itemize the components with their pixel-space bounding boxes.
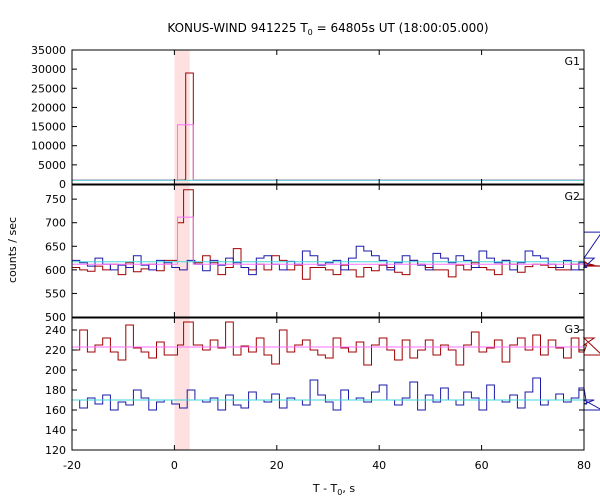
y-tick-label: 600: [45, 264, 66, 277]
panel-g3: 120 140 160 180 200 220 240 G3: [45, 317, 600, 457]
y-tick-label: 220: [45, 344, 66, 357]
y-tick-label: 650: [45, 240, 66, 253]
panel-frame: [71, 49, 585, 185]
chart-title: KONUS-WIND 941225 T0 = 64805s UT (18:00:…: [167, 21, 488, 37]
chart-title-subscript: 0: [308, 28, 313, 37]
y-tick-label: 25000: [31, 82, 66, 95]
y-tick-label: 750: [45, 193, 66, 206]
panel-g2: 500 550 600 650 700 750 G2: [45, 184, 600, 324]
y-tick-label: 0: [59, 178, 66, 191]
x-axis-label-subscript: 0: [337, 488, 342, 497]
y-tick-label: 700: [45, 217, 66, 230]
series-line-dark_red: [72, 321, 600, 366]
x-axis-label-part: T - T: [312, 482, 338, 495]
x-tick-label: 40: [372, 459, 386, 472]
series-line-pink: [72, 216, 584, 265]
chart-title-part: = 64805s UT (18:00:05.000): [313, 21, 489, 35]
burst-interval-highlight: [174, 50, 190, 184]
x-axis-label-part: , s: [342, 482, 355, 495]
y-tick-label: 15000: [31, 121, 66, 134]
series-line-dark_red: [72, 189, 600, 280]
x-tick-label: -20: [63, 459, 81, 472]
y-tick-label: 20000: [31, 101, 66, 114]
series-line-blue: [72, 231, 600, 276]
panel-frame: [71, 184, 585, 318]
y-tick-label: 240: [45, 324, 66, 337]
y-tick-label: 180: [45, 384, 66, 397]
x-tick-label: 0: [171, 459, 178, 472]
panels-layer: 05000100001500020000250003000035000G1500…: [31, 44, 600, 472]
y-tick-label: 550: [45, 287, 66, 300]
y-tick-label: 500: [45, 311, 66, 324]
y-tick-label: 5000: [38, 159, 66, 172]
panel-label-g1: G1: [564, 55, 580, 68]
y-tick-label: 10000: [31, 140, 66, 153]
y-tick-label: 140: [45, 424, 66, 437]
panel-label-g2: G2: [564, 190, 580, 203]
series-line-blue: [72, 377, 600, 411]
series-line-dark_red: [72, 72, 584, 181]
y-tick-label: 160: [45, 404, 66, 417]
y-tick-label: 30000: [31, 63, 66, 76]
series-line-pink: [72, 124, 584, 181]
y-tick-label: 35000: [31, 44, 66, 57]
burst-interval-highlight: [174, 185, 190, 317]
x-tick-label: 20: [270, 459, 284, 472]
panel-label-g3: G3: [564, 323, 580, 336]
y-tick-label: 200: [45, 364, 66, 377]
chart-title-part: KONUS-WIND 941225 T: [167, 21, 308, 35]
x-axis-label: T - T0, s: [312, 482, 355, 497]
y-tick-label: 120: [45, 444, 66, 457]
burst-interval-highlight: [174, 318, 190, 450]
x-tick-label: 80: [577, 459, 591, 472]
y-axis-label: counts / sec: [6, 217, 19, 283]
x-tick-label: 60: [475, 459, 489, 472]
panel-g1: 0 5000 10000 15000 20000 25000 30000 35000 G1: [31, 44, 585, 191]
panel-frame: [71, 317, 585, 451]
